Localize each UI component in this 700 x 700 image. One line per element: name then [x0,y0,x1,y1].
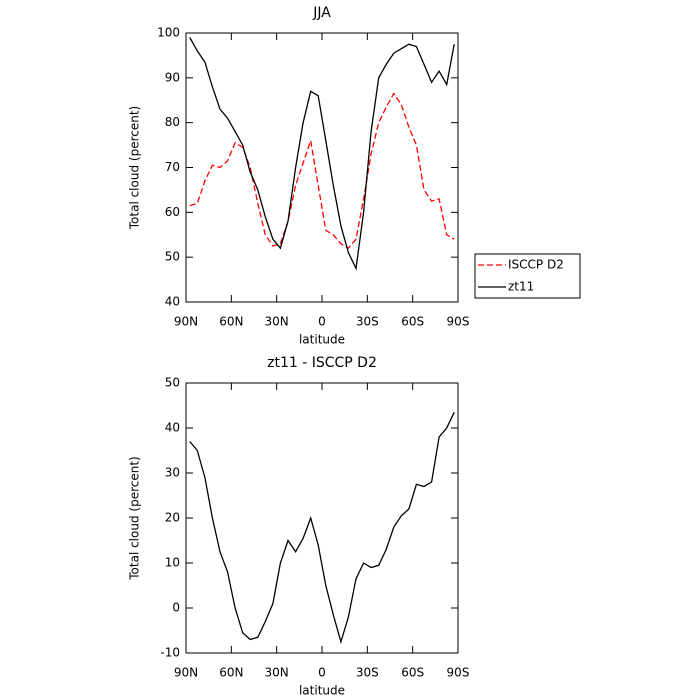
y-tick-label: 40 [165,421,180,435]
x-tick-label: 30N [265,315,289,329]
x-tick-label: 60N [219,315,243,329]
legend-label: zt11 [508,280,534,294]
y-tick-label: 60 [165,205,180,219]
x-tick-label: 30N [265,666,289,680]
x-tick-label: 90N [174,315,198,329]
plot-frame [185,32,459,303]
y-tick-label: 80 [165,115,180,129]
y-tick-label: 0 [172,601,180,615]
y-tick-label: 50 [165,250,180,264]
y-tick-label: 90 [165,70,180,84]
y-tick-label: 70 [165,160,180,174]
y-tick-label: 30 [165,466,180,480]
legend-box [474,253,581,299]
y-tick-label: 10 [165,556,180,570]
x-axis-label: latitude [299,333,345,347]
y-tick-label: 100 [157,26,180,40]
y-tick-label: -10 [160,646,180,660]
data-line [189,37,455,271]
x-tick-label: 30S [356,666,379,680]
chart-title: JJA [312,5,331,21]
x-tick-label: 90S [447,315,470,329]
legend-label: ISCCP D2 [508,258,564,272]
data-line [189,92,455,250]
y-tick-label: 50 [165,376,180,390]
x-axis-label: latitude [299,684,345,698]
y-tick-label: 20 [165,511,180,525]
x-tick-label: 30S [356,315,379,329]
data-line [189,412,455,645]
x-tick-label: 90S [447,666,470,680]
y-axis-label: Total cloud (percent) [128,106,142,230]
x-tick-label: 0 [318,666,326,680]
y-axis-label: Total cloud (percent) [128,456,142,580]
plot-frame [185,382,459,654]
x-tick-label: 60S [401,666,424,680]
x-tick-label: 60N [219,666,243,680]
x-tick-label: 60S [401,315,424,329]
x-tick-label: 0 [318,315,326,329]
x-tick-label: 90N [174,666,198,680]
y-tick-label: 40 [165,295,180,309]
chart-title: zt11 - ISCCP D2 [267,355,377,371]
